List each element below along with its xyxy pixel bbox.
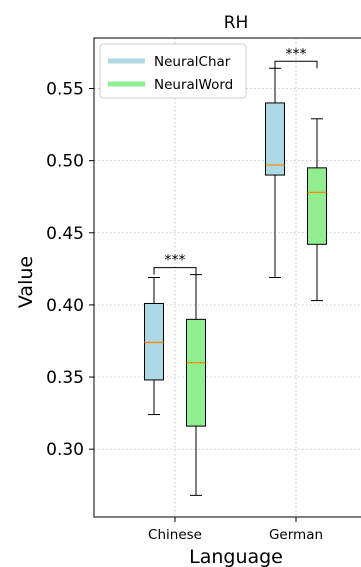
bracket-line: [153, 267, 197, 275]
legend: NeuralChar NeuralWord: [99, 43, 247, 99]
significance-bracket-chinese: ***: [153, 253, 197, 275]
box-iqr: [265, 102, 285, 176]
axis-layer: 0.30 0.35 0.40 0.45 0.50 0.55 Chinese German: [46, 79, 323, 543]
y-tick-label: 0.35: [46, 368, 84, 388]
significance-label: ***: [286, 46, 307, 62]
y-axis-label: Value: [15, 256, 37, 308]
bracket-line: [274, 60, 318, 69]
x-tick-label: Chinese: [148, 527, 202, 543]
x-axis-label: Language: [189, 546, 283, 567]
plot-layer: *** ***: [144, 46, 327, 496]
box-iqr: [186, 318, 206, 427]
grid-layer: [94, 38, 361, 517]
box-neuralchar-chinese: [144, 277, 164, 416]
box-neuralword-german: [307, 118, 327, 302]
significance-bracket-german: ***: [274, 46, 318, 69]
significance-label: ***: [165, 253, 186, 269]
legend-label-neuralchar: NeuralChar: [154, 54, 231, 70]
y-tick-label: 0.45: [46, 224, 84, 244]
y-tick-label: 0.55: [46, 79, 84, 99]
y-tick-label: 0.50: [46, 152, 84, 172]
y-tick-label: 0.40: [46, 296, 84, 316]
box-iqr: [144, 302, 164, 381]
box-iqr: [307, 167, 327, 245]
y-tick-label: 0.30: [46, 440, 84, 460]
x-tick-label: German: [269, 527, 323, 543]
legend-label-neuralword: NeuralWord: [154, 77, 233, 93]
chart-title: RH: [224, 13, 249, 33]
box-neuralchar-german: [265, 67, 285, 278]
plot-frame: [93, 37, 361, 518]
box-neuralword-chinese: [186, 274, 206, 496]
